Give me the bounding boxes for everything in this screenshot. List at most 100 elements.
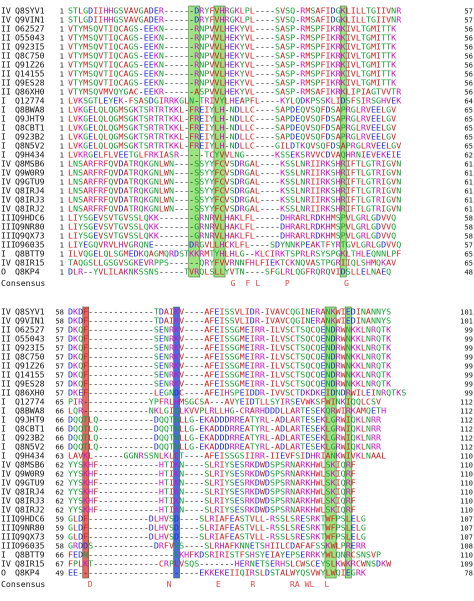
alignment-row: I Q8CBT1 66 DQQTLQ-----------DQQTNLLG-EKADD… xyxy=(1,423,473,433)
row-start: 1 xyxy=(60,96,64,105)
alignment-row: III Q9HDC6 59 GLDF------------DLHVSD----SLR… xyxy=(1,513,473,523)
row-sequence: LVKGELQLQGMSGKTSRTRTKKL-FREIYLH-NDLLC---… xyxy=(68,131,396,141)
row-class: IV xyxy=(1,468,11,478)
row-class: III xyxy=(1,239,16,249)
row-sequence: LIYEGQVRVLHVGRQNE-------DRGVLLHCKLFL----… xyxy=(68,239,401,249)
row-start: 57 xyxy=(55,352,64,361)
row-sequence: STLGDIIHHGSVAVGADER------DRYFVHRGKLPL---… xyxy=(68,14,401,24)
row-start: 62 xyxy=(55,460,64,469)
row-start: 1 xyxy=(60,51,64,60)
row-class: IV xyxy=(1,176,11,186)
alignment-row: I Q8BTT9 66 FEDN-----------------SKHFKDSRIR… xyxy=(1,549,473,559)
row-end: 112 xyxy=(460,415,473,424)
highlight-column-1-2 xyxy=(324,306,337,579)
row-sequence: LNSARFRFQVDATRQKGNLWN----SSYYFCVSDRGAL--… xyxy=(68,167,401,177)
row-end: 65 xyxy=(464,123,473,132)
row-accession: Q8SYV1 xyxy=(15,306,45,316)
row-accession: Q923B2 xyxy=(15,432,45,442)
row-accession: Q8BTT9 xyxy=(15,549,45,559)
row-end: 108 xyxy=(460,541,473,550)
row-sequence: VTYMSQVTIQCAGS-EEKN------RNPVVLHEKYVL---… xyxy=(68,50,396,60)
row-end: 112 xyxy=(460,433,473,442)
row-start: 1 xyxy=(60,267,64,276)
alignment-row: IV Q9W0R9 62 YYSKHF------------HTIKN----SLR… xyxy=(1,468,473,478)
row-sequence: YYSKHF------------HTIKN----SLRIYSESRKDWD… xyxy=(68,477,356,487)
alignment-row: IV Q8IRJ3 1 LNSARFRFQVDATRQKGNLWN----SSYYFC… xyxy=(1,194,473,204)
row-sequence: DKQF-------------SENRKV----AFEISSGMEIRR-… xyxy=(68,369,391,379)
row-start: 1 xyxy=(60,240,64,249)
row-end: 56 xyxy=(464,69,473,78)
alignment-row: IV Q8SYV1 58 DKDF-------------TDAIKV----AFE… xyxy=(1,306,473,316)
row-class: I xyxy=(1,432,6,442)
consensus-sequence: G F L P G xyxy=(68,278,349,288)
alignment-row: I Q9H434 1 LVKRGELFLVEETGLFRKIASR-----TCYVV… xyxy=(1,149,473,159)
row-accession: Q8KP4 xyxy=(15,567,40,577)
row-sequence: LNSARFRFQVDATRQKGNLWN----SSYYFCVSDRGAL--… xyxy=(68,158,401,168)
row-sequence: STLGDIIHHGSVAVGADER------DRYFVHRGKLPL---… xyxy=(68,5,401,15)
alignment-row: III Q9QX73 1 LIYSGEVSVTGVSSLQKK-------GRNRV… xyxy=(1,230,473,240)
highlight-column-1-1 xyxy=(173,306,180,579)
row-start: 66 xyxy=(55,406,64,415)
row-start: 62 xyxy=(55,469,64,478)
row-end: 58 xyxy=(464,231,473,240)
row-class: IV xyxy=(1,185,11,195)
row-accession: Q8N5V2 xyxy=(15,441,45,451)
alignment-row: III Q9QX73 59 GLDF------------DLHVSD----SLR… xyxy=(1,531,473,541)
row-sequence: LIYSGEVSVTGVSSLQKK-------GRNRVLHAKLFL---… xyxy=(68,230,396,240)
row-accession: Q8KP4 xyxy=(15,266,40,276)
row-accession: Q9HDC6 xyxy=(15,212,45,222)
row-start: 1 xyxy=(60,78,64,87)
row-class: I xyxy=(1,122,6,132)
alignment-row: I Q9H434 63 LAVKL------GGNRSSNLKLCT----AFEI… xyxy=(1,450,473,460)
row-accession: Q9W0R9 xyxy=(15,468,45,478)
row-class: II xyxy=(1,351,11,361)
row-start: 1 xyxy=(60,123,64,132)
row-sequence: FEDN-----------------SKHFKDSRIRISTFSHSYE… xyxy=(68,549,381,559)
row-class: IV xyxy=(1,158,11,168)
row-accession: Q9NR80 xyxy=(15,522,45,532)
alignment-row: II Q14155 57 DKQF-------------SENRKV----AFE… xyxy=(1,369,473,379)
alignment-row: IV Q8IRJ4 1 LNSARFRFQVDATRQKGNLWN----SSYYFC… xyxy=(1,185,473,195)
row-sequence: YYSKHF------------HTIKN----SLRIYSESRKDWD… xyxy=(68,504,356,514)
row-class: III xyxy=(1,221,16,231)
row-accession: Q9NR80 xyxy=(15,221,45,231)
row-start: 1 xyxy=(60,105,64,114)
row-start: 1 xyxy=(60,177,64,186)
row-accession: Q923B2 xyxy=(15,131,45,141)
row-start: 57 xyxy=(55,361,64,370)
row-class: I xyxy=(1,549,6,559)
row-accession: Q9QX73 xyxy=(15,230,45,240)
row-accession: Q8BTT9 xyxy=(15,248,45,258)
row-start: 62 xyxy=(55,487,64,496)
row-accession: Q9GTU9 xyxy=(15,477,45,487)
row-accession: O55043 xyxy=(15,333,45,343)
alignment-row: IV Q8IR15 1 TAQGSLLGSGVSGKEVRPPS------QRYFV… xyxy=(1,257,473,267)
row-accession: Q9JHT9 xyxy=(15,113,45,123)
row-end: 112 xyxy=(460,424,473,433)
row-end: 107 xyxy=(460,523,473,532)
row-end: 110 xyxy=(460,451,473,460)
row-sequence: LVKGELQLQGMSGKTSRTRTKKL-FREIYLH-NDLLC---… xyxy=(68,104,396,114)
row-accession: Q923I5 xyxy=(15,41,45,51)
row-accession: Q8IRJ2 xyxy=(15,203,45,213)
row-class: I xyxy=(1,248,6,258)
row-start: 57 xyxy=(55,370,64,379)
row-end: 64 xyxy=(464,96,473,105)
row-start: 1 xyxy=(60,24,64,33)
row-accession: Q9ES28 xyxy=(15,378,45,388)
row-accession: Q9HDC6 xyxy=(15,513,45,523)
row-start: 1 xyxy=(60,114,64,123)
row-start: 1 xyxy=(60,186,64,195)
row-accession: Q8SYV1 xyxy=(15,5,45,15)
alignment-row: IV Q8MSB6 62 YYSKHF------------HTIKN----SLR… xyxy=(1,459,473,469)
row-accession: O96035 xyxy=(15,239,45,249)
row-end: 110 xyxy=(460,505,473,514)
alignment-row: I Q8CBT1 1 LVKGELQLQGMSGKTSRTRTKKL-FREIYLH-… xyxy=(1,122,473,132)
row-class: II xyxy=(1,342,11,352)
row-sequence: DKEF-------------LEGNDC----AFEIHSPEIDDR-… xyxy=(68,387,406,397)
row-sequence: DKDF-------------TDAIKV----AFEISSVLIDR-I… xyxy=(68,315,391,325)
row-class: I xyxy=(1,131,6,141)
alignment-row: I Q12774 65 PIR-------------YPFRLHMSGCSA---… xyxy=(1,396,473,406)
row-class: II xyxy=(1,59,11,69)
row-end: 99 xyxy=(464,343,473,352)
